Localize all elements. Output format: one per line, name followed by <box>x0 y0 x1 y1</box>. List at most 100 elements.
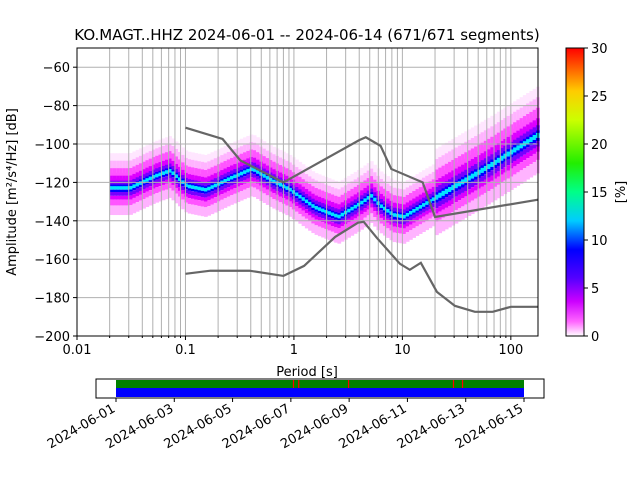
heatmap-cell <box>204 186 208 189</box>
heatmap-cell <box>194 195 199 200</box>
heatmap-cell <box>285 186 290 190</box>
heatmap-cell <box>418 194 423 202</box>
heatmap-cell <box>496 184 501 199</box>
heatmap-cell <box>239 161 244 168</box>
heatmap-cell <box>164 183 169 190</box>
heatmap-cell <box>522 168 527 182</box>
heatmap-cell <box>441 217 446 232</box>
heatmap-cell <box>386 203 390 209</box>
heatmap-cell <box>119 153 124 168</box>
heatmap-cell <box>109 192 114 196</box>
heatmap-cell <box>230 174 234 177</box>
heatmap-cell <box>230 195 234 205</box>
heatmap-cell <box>490 180 495 189</box>
heatmap-cell <box>187 179 192 184</box>
heatmap-cell <box>366 185 371 193</box>
heatmap-cell <box>142 169 146 176</box>
heatmap-cell <box>142 179 146 184</box>
heatmap-cell <box>438 206 443 212</box>
heatmap-cell <box>435 221 439 236</box>
heatmap-cell <box>373 217 377 227</box>
heatmap-cell <box>405 211 410 214</box>
heatmap-cell <box>265 195 270 205</box>
heatmap-cell <box>155 168 159 173</box>
heatmap-cell <box>181 199 185 210</box>
heatmap-cell <box>526 166 530 180</box>
heatmap-cell <box>230 165 234 173</box>
heatmap-cell <box>519 170 524 184</box>
heatmap-cell <box>490 175 495 181</box>
heatmap-cell <box>278 165 283 176</box>
heatmap-cell <box>428 212 433 219</box>
heatmap-cell <box>487 177 491 183</box>
heatmap-cell <box>422 206 426 209</box>
heatmap-cell <box>177 166 182 174</box>
heatmap-cell <box>177 171 182 177</box>
heatmap-cell <box>243 152 247 163</box>
heatmap-cell <box>529 134 534 138</box>
heatmap-cell <box>441 176 446 186</box>
heatmap-cell <box>213 173 218 180</box>
heatmap-cell <box>457 194 462 201</box>
heatmap-cell <box>161 145 166 159</box>
heatmap-cell <box>246 135 251 150</box>
heatmap-cell <box>177 177 182 181</box>
heatmap-cell <box>314 200 319 206</box>
heatmap-cell <box>249 173 254 178</box>
heatmap-cell <box>155 173 159 178</box>
heatmap-cell <box>314 211 319 216</box>
heatmap-cell <box>353 179 358 192</box>
heatmap-cell <box>500 130 504 146</box>
heatmap-cell <box>366 170 371 183</box>
heatmap-cell <box>285 205 290 216</box>
heatmap-cell <box>138 181 143 185</box>
heatmap-cell <box>487 172 491 178</box>
heatmap-cell <box>314 206 319 210</box>
heatmap-cell <box>308 191 312 199</box>
heatmap-cell <box>249 186 254 197</box>
heatmap-cell <box>399 181 403 196</box>
heatmap-cell <box>282 203 286 214</box>
heatmap-cell <box>204 193 208 198</box>
heatmap-cell <box>194 191 199 196</box>
heatmap-cell <box>265 181 270 186</box>
heatmap-cell <box>340 194 345 206</box>
heatmap-cell <box>226 151 231 165</box>
heatmap-cell <box>132 194 137 198</box>
heatmap-cell <box>470 127 475 147</box>
heatmap-cell <box>470 148 475 163</box>
heatmap-cell <box>311 178 316 191</box>
heatmap-cell <box>457 189 462 195</box>
heatmap-cell <box>226 159 231 170</box>
heatmap-cell <box>220 175 225 180</box>
heatmap-cell <box>418 199 423 205</box>
heatmap-cell <box>207 186 212 191</box>
heatmap-cell <box>164 159 169 167</box>
heatmap-cell <box>220 190 225 195</box>
heatmap-cell <box>109 160 114 173</box>
heatmap-cell <box>256 152 260 163</box>
heatmap-cell <box>223 182 228 185</box>
heatmap-cell <box>243 170 247 174</box>
heatmap-cell <box>474 164 478 171</box>
heatmap-cell <box>282 166 286 178</box>
heatmap-cell <box>366 209 371 216</box>
heatmap-cell <box>408 200 413 208</box>
heatmap-cell <box>317 213 322 217</box>
heatmap-cell <box>451 170 456 180</box>
heatmap-cell <box>204 170 208 181</box>
heatmap-cell <box>288 201 293 208</box>
heatmap-cell <box>402 204 407 212</box>
heatmap-cell <box>369 197 374 200</box>
heatmap-cell <box>412 198 417 206</box>
heatmap-cell <box>369 192 374 195</box>
heatmap-cell <box>314 225 319 235</box>
heatmap-cell <box>441 183 446 190</box>
heatmap-cell <box>161 190 166 201</box>
heatmap-cell <box>145 197 150 208</box>
heatmap-cell <box>506 151 511 157</box>
heatmap-cell <box>408 220 413 225</box>
heatmap-cell <box>431 164 436 179</box>
heatmap-cell <box>350 226 355 236</box>
heatmap-cell <box>213 193 218 198</box>
